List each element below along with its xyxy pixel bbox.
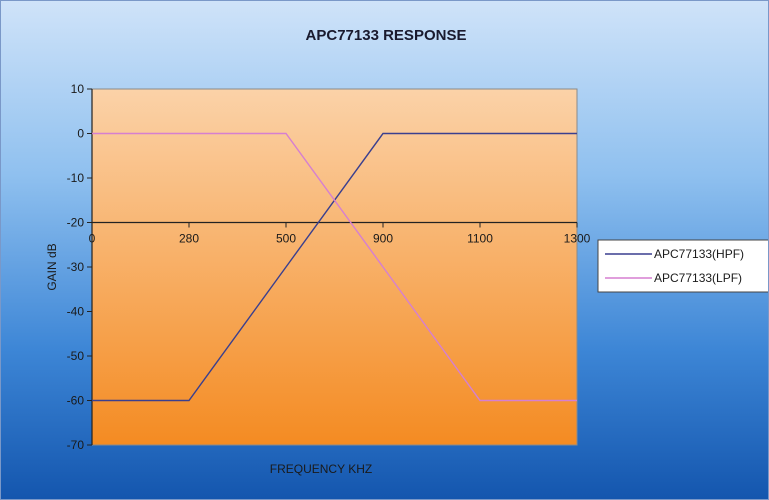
chart-title: APC77133 RESPONSE xyxy=(306,27,467,44)
x-tick-label: 1300 xyxy=(564,232,591,246)
y-tick-label: -30 xyxy=(67,260,85,274)
x-tick-label: 500 xyxy=(276,232,296,246)
x-tick-label: 1100 xyxy=(467,232,493,246)
plot-area xyxy=(91,88,578,446)
y-tick-label: -60 xyxy=(67,394,85,408)
x-axis-label: FREQUENCY KHZ xyxy=(270,462,372,476)
y-tick-label: 10 xyxy=(71,82,85,96)
x-tick-label: 900 xyxy=(373,232,393,246)
legend-box xyxy=(597,239,768,293)
y-axis-label: GAIN dB xyxy=(45,243,59,290)
series-layer xyxy=(92,132,577,402)
legend-label: APC77133(LPF) xyxy=(654,271,742,285)
x-tick-label: 0 xyxy=(89,232,96,246)
legend: APC77133(HPF) APC77133(LPF) xyxy=(597,239,768,293)
y-tick-label: -40 xyxy=(67,305,85,319)
y-tick-label: -10 xyxy=(67,171,85,185)
y-tick-label: -70 xyxy=(67,438,85,452)
y-tick-label: -50 xyxy=(67,349,85,363)
y-tick-label: -20 xyxy=(67,216,85,230)
x-axis: 0 280 500 900 1100 1300 xyxy=(89,221,591,246)
x-tick-label: 280 xyxy=(179,232,199,246)
series-line-lpf xyxy=(92,132,577,402)
legend-label: APC77133(HPF) xyxy=(654,247,744,261)
y-tick-label: 0 xyxy=(77,127,84,141)
y-axis: 10 0 -10 -20 -30 -40 -50 -60 -70 xyxy=(67,82,93,452)
